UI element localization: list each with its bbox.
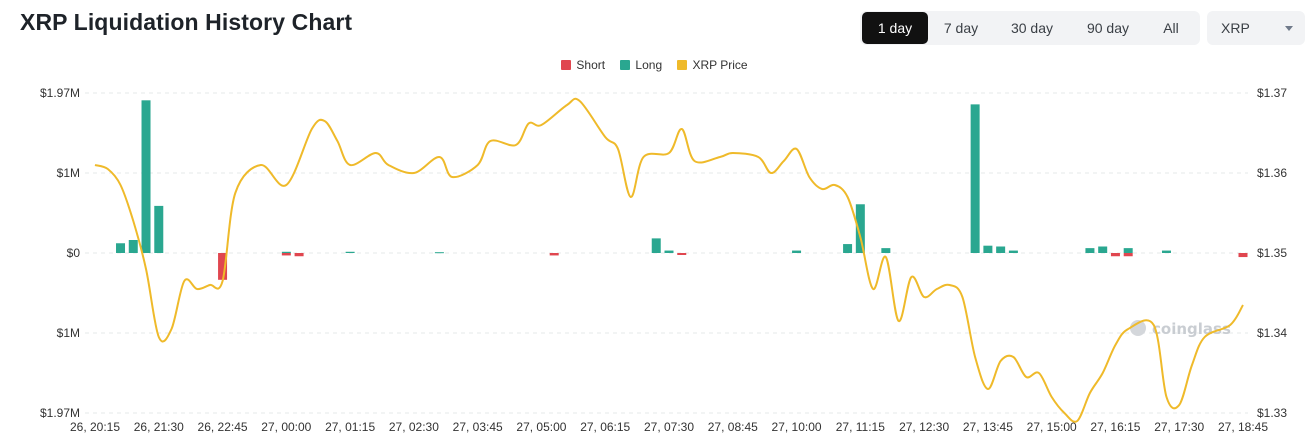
legend-item-long[interactable]: Long [620, 58, 662, 72]
long-bar [281, 251, 291, 253]
long-bar [792, 250, 802, 253]
x-tick-label: 27, 06:15 [580, 420, 630, 434]
x-tick-label: 27, 13:45 [963, 420, 1013, 434]
x-tick-label: 26, 21:30 [134, 420, 184, 434]
coinglass-logo-icon [1130, 320, 1146, 336]
long-bar [996, 246, 1006, 253]
y-left-tick-label: $1M [57, 166, 80, 180]
long-bar [434, 252, 444, 254]
x-tick-label: 27, 05:00 [516, 420, 566, 434]
coin-select[interactable]: XRP [1207, 11, 1305, 45]
chart-legend: Short Long XRP Price [0, 58, 1309, 73]
x-tick-label: 27, 07:30 [644, 420, 694, 434]
chevron-down-icon [1285, 26, 1293, 31]
y-left-tick-label: $1.97M [40, 406, 80, 420]
long-bar [983, 245, 993, 253]
x-tick-label: 27, 16:15 [1090, 420, 1140, 434]
legend-label-long: Long [635, 58, 663, 72]
y-right-tick-label: $1.33 [1257, 406, 1287, 420]
legend-item-price[interactable]: XRP Price [677, 58, 748, 72]
y-right-tick-label: $1.37 [1257, 86, 1287, 100]
range-1-day-button[interactable]: 1 day [862, 12, 928, 44]
x-tick-label: 27, 18:45 [1218, 420, 1268, 434]
x-tick-label: 27, 17:30 [1154, 420, 1204, 434]
range-all-button[interactable]: All [1163, 20, 1179, 36]
short-bar [1110, 253, 1120, 257]
x-tick-label: 27, 02:30 [389, 420, 439, 434]
long-bar [1098, 246, 1108, 253]
page-title: XRP Liquidation History Chart [20, 9, 353, 35]
y-left-tick-label: $0 [67, 246, 81, 260]
x-tick-label: 27, 00:00 [261, 420, 311, 434]
legend-label-price: XRP Price [692, 58, 748, 72]
short-bar [281, 253, 291, 256]
range-7-day-button[interactable]: 7 day [943, 20, 979, 36]
long-bar [1123, 248, 1133, 253]
long-bar [1085, 248, 1095, 253]
y-left-tick-label: $1M [57, 326, 80, 340]
y-right-tick-label: $1.34 [1257, 326, 1287, 340]
y-right-tick-label: $1.35 [1257, 246, 1287, 260]
legend-swatch-price [677, 60, 688, 70]
time-range-selector: 1 day 7 day 30 day 90 day All [860, 11, 1200, 45]
x-tick-label: 26, 20:15 [70, 420, 120, 434]
short-bar [549, 253, 559, 256]
long-bar [970, 104, 980, 253]
short-bar [218, 253, 228, 280]
x-tick-label: 27, 15:00 [1027, 420, 1077, 434]
x-tick-label: 27, 08:45 [708, 420, 758, 434]
long-bar [651, 238, 661, 253]
long-bar [128, 240, 138, 253]
legend-swatch-long [620, 60, 631, 70]
long-bar [664, 250, 674, 253]
x-tick-label: 27, 10:00 [772, 420, 822, 434]
short-bar [677, 253, 687, 255]
long-bar [843, 244, 853, 253]
short-bar [294, 253, 304, 257]
long-bar [855, 204, 865, 253]
long-bar [154, 205, 164, 253]
x-tick-label: 27, 03:45 [453, 420, 503, 434]
coin-select-value: XRP [1221, 20, 1250, 36]
legend-item-short[interactable]: Short [561, 58, 605, 72]
y-left-tick-label: $1.97M [40, 86, 80, 100]
long-bar [1008, 250, 1018, 253]
coinglass-watermark: coinglass [1130, 320, 1231, 338]
legend-swatch-short [561, 60, 572, 70]
legend-label-short: Short [576, 58, 606, 72]
x-tick-label: 27, 12:30 [899, 420, 949, 434]
long-bar [141, 100, 151, 253]
y-right-tick-label: $1.36 [1257, 166, 1287, 180]
x-tick-label: 27, 01:15 [325, 420, 375, 434]
long-bar [116, 243, 126, 253]
long-bar [881, 248, 891, 253]
xrp-price-line [94, 97, 1244, 423]
long-bar [1161, 250, 1171, 253]
range-90-day-button[interactable]: 90 day [1086, 20, 1130, 36]
short-bar [1123, 253, 1133, 257]
x-tick-label: 26, 22:45 [198, 420, 248, 434]
long-bar [345, 251, 355, 253]
x-tick-label: 27, 11:15 [836, 420, 885, 434]
short-bar [1238, 253, 1248, 258]
range-30-day-button[interactable]: 30 day [1010, 20, 1054, 36]
